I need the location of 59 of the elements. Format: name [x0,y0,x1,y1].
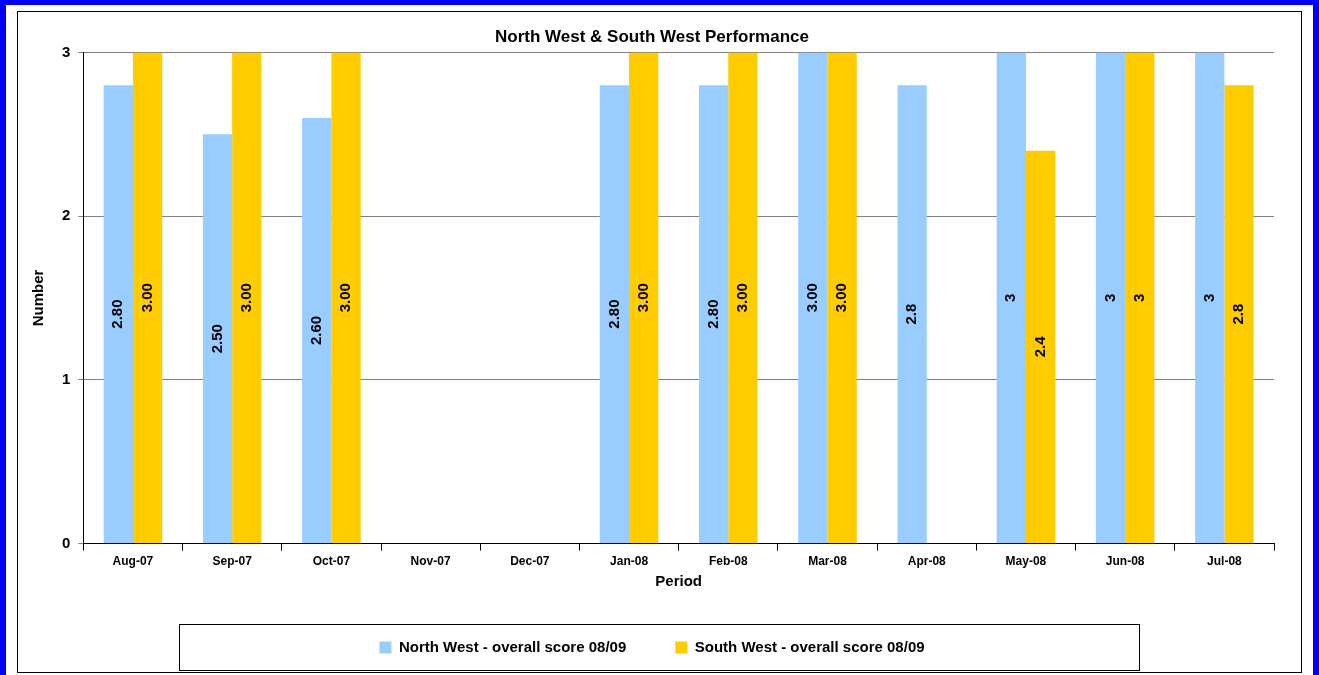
data-label: 3.00 [137,283,155,313]
data-label: 2.80 [108,299,126,329]
bar [302,117,332,544]
x-tick-label: Dec-07 [510,554,550,569]
bar [599,85,630,544]
data-label: 3 [1001,293,1019,302]
legend-label: South West - overall score 08/09 [694,637,925,655]
data-label: 2.8 [902,303,920,325]
data-label: 3.00 [633,283,651,313]
bar [1025,150,1056,544]
x-tick-label: Sep-07 [212,554,253,569]
bar [728,52,758,544]
bar [629,52,659,544]
y-axis-title: Number [29,269,47,327]
x-tick-label: May-08 [1005,554,1047,569]
data-label: 3.00 [336,283,354,313]
bar [798,52,828,544]
bar [202,134,233,544]
y-tick-label: 0 [62,533,71,551]
data-label: 3.00 [803,283,821,313]
x-tick-label: Jan-08 [610,554,649,569]
y-tick-label: 1 [62,370,71,388]
x-tick-label: Apr-08 [907,554,947,569]
x-tick-label: Feb-08 [708,554,748,569]
data-label: 3 [1100,293,1118,302]
x-tick-label: Jun-08 [1105,554,1145,569]
data-label: 2.60 [306,315,324,346]
bar [232,52,262,544]
bar [996,52,1026,544]
x-tick-label: Jul-08 [1207,554,1243,569]
data-label: 3.00 [832,283,850,313]
bar [699,85,729,544]
data-label: 3 [1199,293,1217,302]
data-label: 2.50 [207,324,225,354]
bar [103,85,133,544]
bar [1195,52,1225,544]
bar [827,52,857,544]
x-tick-label: Mar-08 [808,554,848,569]
legend-label: North West - overall score 08/09 [398,637,627,655]
bar [1095,52,1126,544]
data-label: 2.8 [1229,303,1247,325]
chart-title: North West & South West Performance [495,26,809,46]
x-axis-title: Period [655,572,703,590]
data-label: 2.80 [703,299,721,329]
data-label: 3.00 [733,283,751,313]
x-tick-label: Oct-07 [312,554,351,569]
bar [897,85,927,544]
data-label: 2.4 [1030,335,1048,358]
data-label: 3.00 [236,283,254,313]
data-label: 2.80 [604,299,622,329]
bar [132,52,163,544]
x-tick-label: Aug-07 [112,554,154,569]
bar [1125,52,1155,544]
bar [331,52,361,544]
bar [1224,85,1254,544]
y-tick-label: 3 [62,42,71,60]
data-label: 3 [1129,293,1147,302]
x-tick-label: Nov-07 [410,554,451,569]
y-tick-label: 2 [62,206,71,224]
